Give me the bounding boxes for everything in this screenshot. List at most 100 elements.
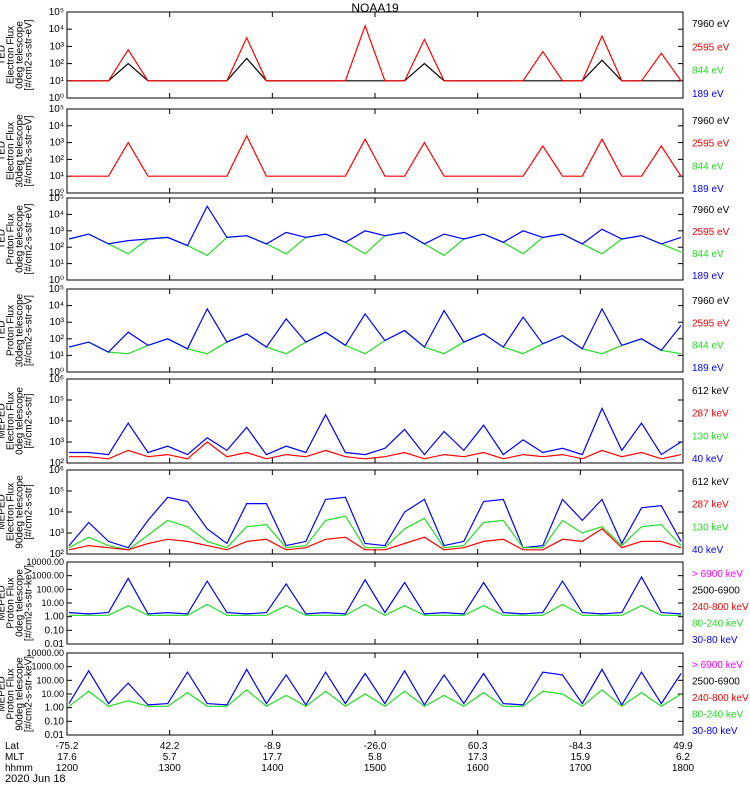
- y-tick-label: 0.01: [45, 730, 65, 741]
- panel-2-ylabel: TEDElectron Flux30deg telescope[#/cm2-s-…: [0, 114, 35, 188]
- series-line-2595-ev: [69, 134, 682, 177]
- xaxis-value: 49.9: [673, 741, 693, 752]
- y-tick-label: 10¹: [50, 171, 65, 182]
- legend-label: 189 eV: [692, 363, 724, 374]
- legend-label: 2595 eV: [692, 139, 730, 150]
- panel-5-ylabel: MEPEDElectron Flux0deg telescope[#/cm2-s…: [0, 387, 35, 455]
- legend-label: 2500-6900: [692, 677, 740, 688]
- legend-label: 40 keV: [692, 454, 723, 465]
- series-line-40-kev: [69, 406, 682, 456]
- y-tick-label: 10⁶: [49, 374, 64, 385]
- panel-5-frame: [66, 378, 684, 464]
- y-tick-label: 10⁰: [49, 275, 64, 286]
- legend-label: 612 keV: [692, 477, 729, 488]
- y-tick-label: 1.00: [45, 703, 65, 714]
- series-line-844-ev: [68, 231, 682, 257]
- xaxis-value: 1600: [467, 763, 490, 774]
- xaxis-value: 1400: [261, 763, 284, 774]
- y-tick-label: 10⁰: [49, 93, 64, 104]
- y-tick-label: 10²: [50, 334, 65, 345]
- series-line-7960-ev: [69, 57, 681, 82]
- xaxis-value: 6.2: [676, 752, 690, 763]
- y-tick-label: 10⁴: [49, 301, 64, 312]
- y-tick-label: 10⁵: [49, 486, 64, 497]
- xaxis-value: 1500: [364, 763, 387, 774]
- y-tick-label: 1000.00: [31, 662, 64, 672]
- series-line-287-kev: [68, 528, 682, 551]
- y-tick-label: 10⁴: [49, 507, 64, 518]
- y-tick-label: 10²: [50, 458, 65, 469]
- y-tick-label: 10⁰: [49, 367, 64, 378]
- legend-label: 2500-6900: [692, 586, 740, 597]
- series-line-189-ev: [68, 307, 682, 353]
- y-tick-label: 10000.00: [26, 648, 64, 658]
- panel-4-ylabel: TEDProton Flux30deg telescope[#/cm2-s-st…: [0, 293, 35, 367]
- y-tick-label: 10³: [50, 226, 65, 237]
- series-line-2595-ev: [69, 24, 682, 82]
- legend-label: 844 eV: [692, 341, 724, 352]
- y-tick-label: 10³: [50, 437, 65, 448]
- xaxis-value: 15.9: [571, 752, 591, 763]
- legend-label: 7960 eV: [692, 205, 730, 216]
- series-line-80-240-kev: [69, 603, 681, 616]
- xaxis-value: 1800: [672, 763, 695, 774]
- y-tick-label: 10⁵: [49, 193, 64, 204]
- legend-label: 189 eV: [692, 184, 724, 195]
- legend-label: 130 keV: [692, 431, 729, 442]
- series-line-189-ev: [68, 204, 682, 247]
- y-tick-label: 10³: [50, 138, 65, 149]
- legend-label: 844 eV: [692, 161, 724, 172]
- legend-label: 612 keV: [692, 386, 729, 397]
- y-tick-label: 1.00: [45, 612, 65, 623]
- y-tick-label: 10¹: [50, 350, 65, 361]
- y-tick-label: 10⁴: [49, 121, 64, 132]
- panel-3-frame: [66, 197, 684, 281]
- y-tick-label: 100.00: [36, 584, 64, 594]
- y-tick-label: 10²: [50, 549, 65, 560]
- y-tick-label: 10⁵: [49, 284, 64, 295]
- y-tick-label: 10⁴: [49, 416, 64, 427]
- legend-label: > 6900 keV: [692, 569, 743, 580]
- date-label: 2020 Jun 18: [5, 773, 66, 785]
- series-line-30-80-kev: [68, 575, 682, 615]
- y-tick-label: 10⁴: [49, 24, 64, 35]
- panel-4-frame: [66, 288, 684, 373]
- xaxis-value: -84.3: [569, 741, 592, 752]
- xaxis-value: 1300: [159, 763, 182, 774]
- y-tick-label: 10⁵: [49, 104, 64, 115]
- panel-2-frame: [66, 108, 684, 194]
- xaxis-value: 1200: [56, 763, 79, 774]
- legend-label: 30-80 keV: [692, 726, 738, 737]
- legend-label: 30-80 keV: [692, 635, 738, 646]
- legend-label: 287 keV: [692, 500, 729, 511]
- xaxis-value: -26.0: [364, 741, 387, 752]
- y-tick-label: 1000.00: [31, 571, 64, 581]
- legend-label: 2595 eV: [692, 227, 730, 238]
- xaxis-value: 17.6: [57, 752, 77, 763]
- panel-8-frame: [66, 652, 684, 736]
- series-line-40-kev: [68, 496, 682, 549]
- y-tick-label: 10³: [50, 317, 65, 328]
- xaxis-value: 5.7: [163, 752, 177, 763]
- y-tick-label: 10¹: [50, 76, 65, 87]
- legend-label: 189 eV: [692, 89, 724, 100]
- xaxis-value: 42.2: [160, 741, 180, 752]
- xaxis-row-label: hhmm: [5, 763, 33, 774]
- series-line-287-kev: [69, 441, 682, 460]
- panel-3-ylabel: TEDProton Flux0deg telescope[#/cm2-s-str…: [0, 203, 35, 274]
- y-tick-label: 10²: [50, 154, 65, 165]
- legend-label: 40 keV: [692, 545, 723, 556]
- xaxis-value: 17.3: [468, 752, 488, 763]
- y-tick-label: 10²: [50, 242, 65, 253]
- legend-label: 7960 eV: [692, 296, 730, 307]
- y-tick-label: 10.00: [41, 598, 64, 608]
- series-line-80-240-kev: [68, 689, 682, 708]
- legend-label: 80-240 keV: [692, 619, 743, 630]
- xaxis-value: 60.3: [468, 741, 488, 752]
- xaxis-row-label: MLT: [5, 752, 24, 763]
- y-tick-label: 10³: [50, 41, 65, 52]
- y-tick-label: 10³: [50, 528, 65, 539]
- y-tick-label: 100.00: [36, 675, 64, 685]
- legend-label: 287 keV: [692, 409, 729, 420]
